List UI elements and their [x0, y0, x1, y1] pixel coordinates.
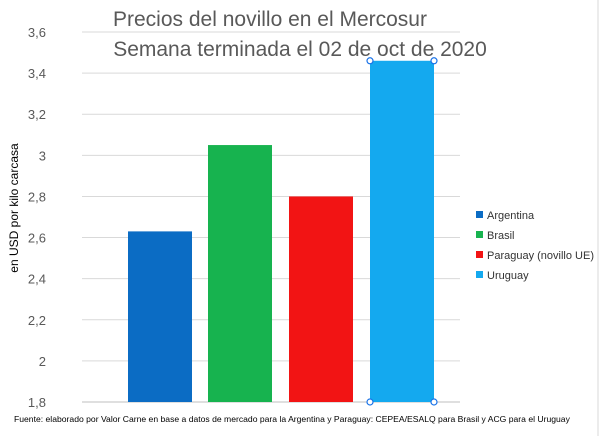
selection-handles	[366, 57, 438, 406]
selection-handle	[430, 398, 438, 406]
legend-label-paraguay: Paraguay (novillo UE)	[487, 250, 594, 262]
y-tick-label: 1,8	[28, 395, 46, 410]
y-tick-label: 2	[39, 354, 46, 369]
y-tick-labels: 1,8 2 2,2 2,4 2,6 2,8 3 3,2 3,4 3,6	[28, 25, 46, 410]
bar-paraguay[interactable]	[289, 196, 353, 402]
bars[interactable]	[128, 60, 434, 403]
selection-handle	[366, 57, 374, 65]
y-tick-label: 2,6	[28, 231, 46, 246]
y-tick-label: 2,4	[28, 272, 46, 287]
y-axis-label: en USD por kilo carcasa	[7, 143, 21, 273]
legend-label-uruguay: Uruguay	[487, 270, 529, 282]
bar-uruguay[interactable]	[370, 60, 434, 403]
legend-label-brasil: Brasil	[487, 230, 515, 242]
y-tick-label: 3,2	[28, 107, 46, 122]
chart-subtitle: Semana terminada el 02 de oct de 2020	[113, 38, 487, 61]
selection-handle	[430, 57, 438, 65]
y-tick-label: 3,6	[28, 25, 46, 40]
legend[interactable]: Argentina Brasil Paraguay (novillo UE) Urug…	[476, 210, 594, 282]
legend-swatch-brasil	[476, 231, 483, 238]
bar-brasil[interactable]	[208, 145, 272, 403]
selection-handle	[366, 398, 374, 406]
y-tick-label: 3	[39, 148, 46, 163]
legend-swatch-paraguay	[476, 251, 483, 258]
source-note: Fuente: elaborado por Valor Carne en bas…	[14, 414, 571, 424]
bar-argentina[interactable]	[128, 231, 192, 402]
chart-title: Precios del novillo en el Mercosur	[113, 8, 427, 31]
y-tick-label: 3,4	[28, 66, 46, 81]
y-tick-label: 2,8	[28, 189, 46, 204]
legend-swatch-uruguay	[476, 271, 483, 278]
y-tick-label: 2,2	[28, 313, 46, 328]
legend-swatch-argentina	[476, 211, 483, 218]
legend-label-argentina: Argentina	[487, 210, 535, 222]
